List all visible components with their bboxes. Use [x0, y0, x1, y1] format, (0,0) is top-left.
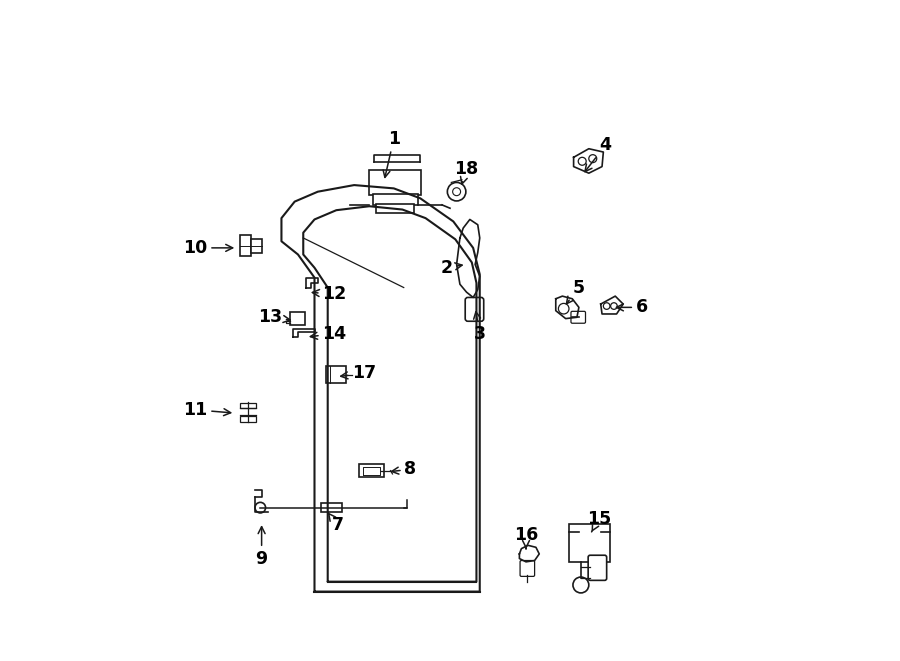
Circle shape: [610, 303, 617, 309]
FancyBboxPatch shape: [376, 204, 414, 213]
FancyBboxPatch shape: [359, 464, 384, 477]
Circle shape: [578, 157, 586, 165]
Polygon shape: [556, 296, 579, 319]
Circle shape: [558, 303, 569, 314]
Text: 6: 6: [616, 298, 648, 317]
FancyBboxPatch shape: [240, 235, 251, 256]
FancyBboxPatch shape: [588, 555, 607, 580]
Text: 17: 17: [341, 364, 376, 383]
Text: 7: 7: [328, 513, 344, 535]
Polygon shape: [292, 329, 315, 337]
Text: 12: 12: [312, 285, 346, 303]
Polygon shape: [573, 149, 603, 173]
FancyBboxPatch shape: [369, 170, 421, 195]
Polygon shape: [456, 219, 480, 297]
Text: 15: 15: [587, 510, 611, 532]
FancyBboxPatch shape: [520, 561, 535, 576]
Text: 18: 18: [454, 159, 479, 184]
FancyBboxPatch shape: [465, 297, 483, 321]
Polygon shape: [519, 545, 539, 562]
Text: 1: 1: [383, 130, 400, 177]
FancyBboxPatch shape: [373, 194, 418, 205]
Text: 5: 5: [566, 278, 585, 304]
Polygon shape: [306, 278, 318, 288]
Polygon shape: [600, 296, 623, 314]
FancyBboxPatch shape: [569, 524, 610, 562]
Text: 11: 11: [184, 401, 230, 419]
Circle shape: [453, 188, 461, 196]
Circle shape: [573, 577, 589, 593]
Text: 16: 16: [514, 526, 538, 549]
Text: 10: 10: [184, 239, 233, 257]
FancyBboxPatch shape: [240, 416, 256, 422]
Text: 14: 14: [310, 325, 346, 343]
Text: 8: 8: [392, 460, 417, 479]
FancyBboxPatch shape: [251, 239, 262, 253]
Circle shape: [603, 303, 610, 309]
Text: 2: 2: [441, 258, 462, 277]
Text: 9: 9: [256, 527, 267, 568]
FancyBboxPatch shape: [326, 366, 346, 383]
Circle shape: [589, 155, 597, 163]
Circle shape: [447, 182, 466, 201]
Circle shape: [255, 502, 266, 513]
FancyBboxPatch shape: [321, 503, 342, 512]
FancyBboxPatch shape: [571, 311, 586, 323]
Text: 3: 3: [473, 312, 486, 343]
FancyBboxPatch shape: [290, 312, 304, 325]
FancyBboxPatch shape: [240, 403, 256, 408]
Text: 13: 13: [258, 308, 290, 327]
Text: 4: 4: [585, 136, 611, 172]
